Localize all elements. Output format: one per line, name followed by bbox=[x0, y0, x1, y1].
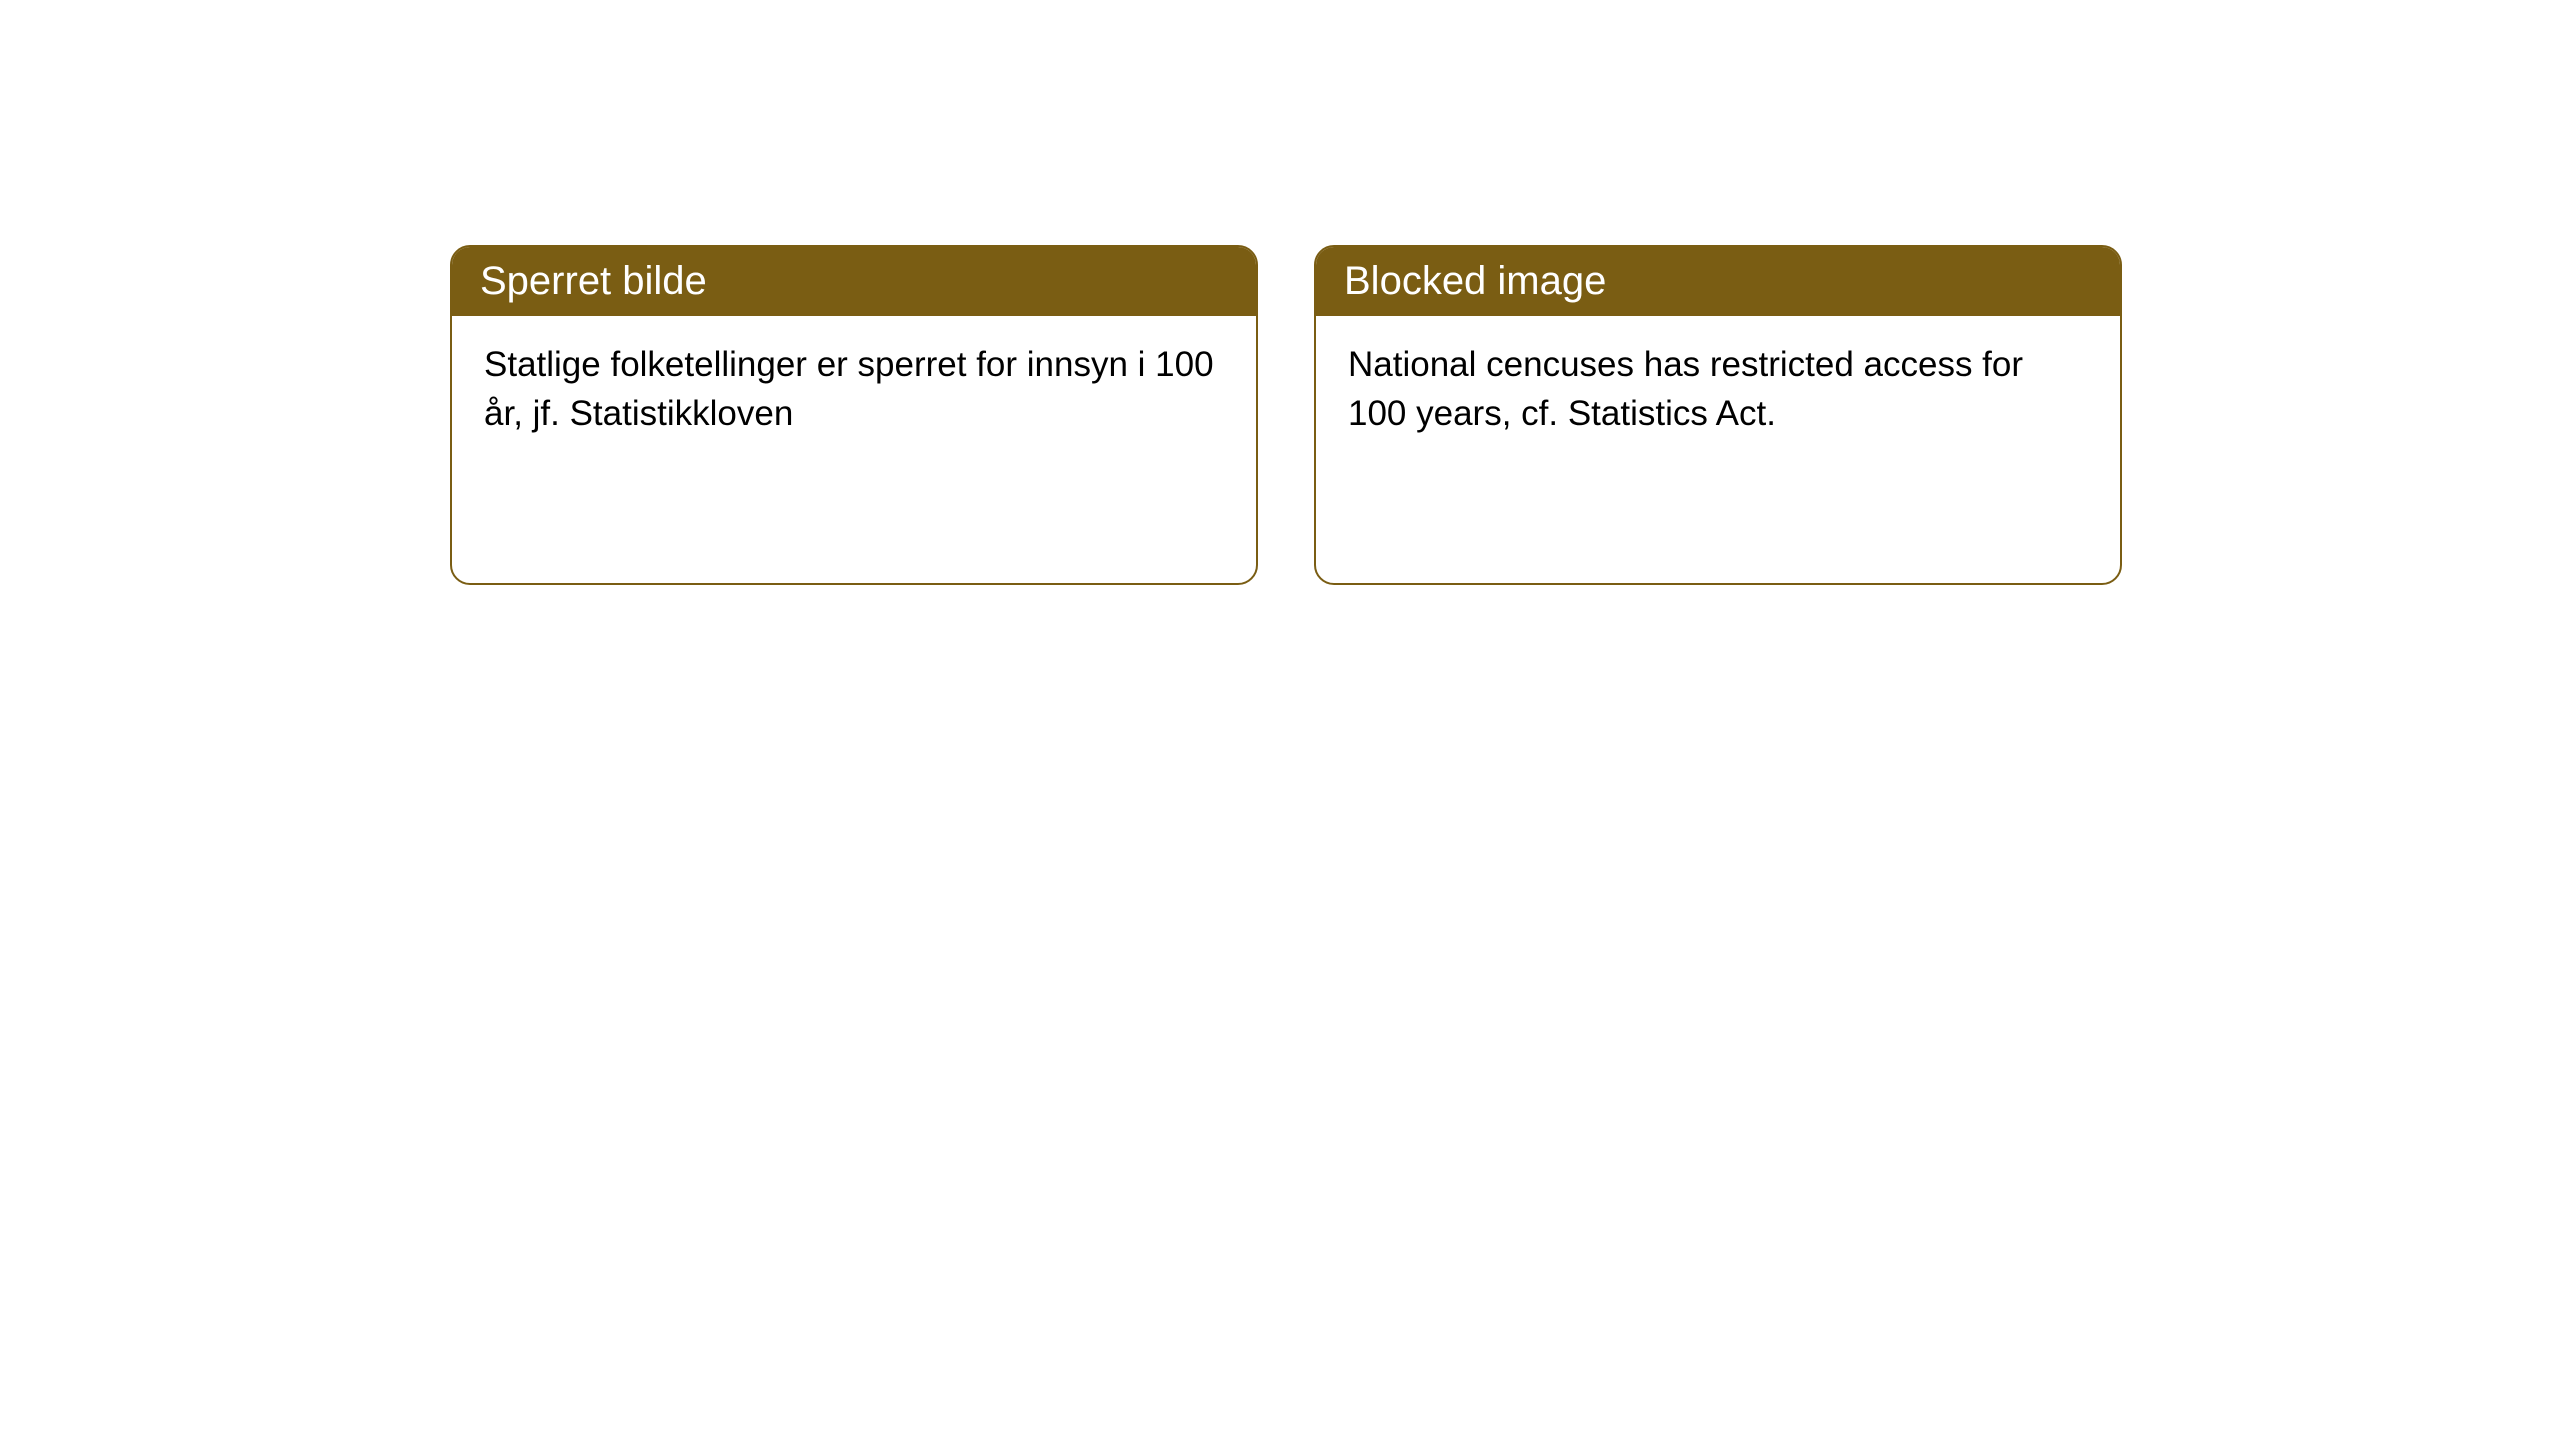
notice-message: National cencuses has restricted access … bbox=[1348, 345, 2023, 433]
notice-body-norwegian: Statlige folketellinger er sperret for i… bbox=[452, 316, 1256, 462]
notice-title: Sperret bilde bbox=[480, 259, 707, 303]
notice-body-english: National cencuses has restricted access … bbox=[1316, 316, 2120, 462]
notice-header-norwegian: Sperret bilde bbox=[452, 247, 1256, 316]
notice-card-english: Blocked image National cencuses has rest… bbox=[1314, 245, 2122, 585]
notice-header-english: Blocked image bbox=[1316, 247, 2120, 316]
notice-card-norwegian: Sperret bilde Statlige folketellinger er… bbox=[450, 245, 1258, 585]
notice-container: Sperret bilde Statlige folketellinger er… bbox=[0, 0, 2560, 585]
notice-message: Statlige folketellinger er sperret for i… bbox=[484, 345, 1214, 433]
notice-title: Blocked image bbox=[1344, 259, 1606, 303]
